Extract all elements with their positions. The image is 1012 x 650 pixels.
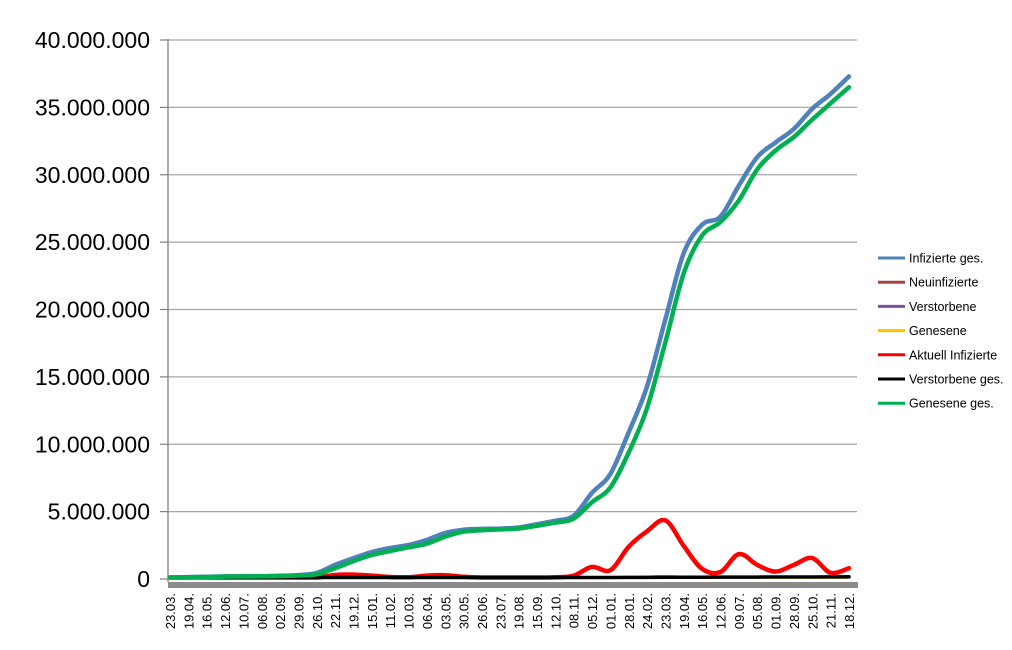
y-tick-label: 15.000.000 <box>35 364 150 390</box>
x-tick-label: 09.07. <box>732 593 747 629</box>
x-axis-band <box>168 582 858 588</box>
x-tick-label: 02.09. <box>273 593 288 629</box>
x-tick-label: 24.02. <box>640 593 655 629</box>
legend-label: Verstorbene ges. <box>909 373 1004 387</box>
legend-item-infizierte-ges: Infizierte ges. <box>878 252 983 266</box>
x-tick-label: 10.03. <box>402 593 417 629</box>
x-tick-label: 25.10. <box>805 593 820 629</box>
legend-label: Genesene ges. <box>909 397 994 411</box>
y-tick-label: 5.000.000 <box>48 499 150 525</box>
series-line-genesene-ges <box>167 84 852 580</box>
series-lines <box>167 74 852 580</box>
y-tick-label: 30.000.000 <box>35 162 150 188</box>
x-tick-label: 26.06. <box>475 593 490 629</box>
legend-item-aktuell-infizierte: Aktuell Infizierte <box>878 348 997 362</box>
x-tick-label: 19.04. <box>677 593 692 629</box>
x-axis-labels: 23.03. 19.04. 16.05. 12.06. 10.07. 06.08. 02.0… <box>163 593 857 629</box>
legend-label: Verstorbene <box>909 300 976 314</box>
x-tick-label: 15.01. <box>365 593 380 629</box>
x-tick-label: 28.01. <box>622 593 637 629</box>
x-tick-label: 03.05. <box>438 593 453 629</box>
x-tick-label: 19.08. <box>512 593 527 629</box>
legend-item-neuinfizierte: Neuinfizierte <box>878 276 979 290</box>
y-axis-labels: 0 5.000.000 10.000.000 15.000.000 20.000.000… <box>35 27 150 592</box>
x-tick-label: 23.03. <box>163 593 178 629</box>
x-tick-label: 01.09. <box>769 593 784 629</box>
y-tick-label: 40.000.000 <box>35 27 150 53</box>
x-tick-label: 22.11. <box>328 593 343 628</box>
x-tick-label: 05.08. <box>750 593 765 629</box>
x-tick-label: 10.07. <box>236 593 251 629</box>
legend-label: Infizierte ges. <box>909 252 983 266</box>
y-tick-label: 0 <box>137 566 150 592</box>
x-tick-label: 28.09. <box>787 593 802 629</box>
x-tick-label: 06.04. <box>420 593 435 629</box>
x-tick-label: 06.08. <box>255 593 270 629</box>
x-tick-label: 15.09. <box>530 593 545 629</box>
x-tick-label: 19.04. <box>181 593 196 629</box>
x-tick-label: 18.12. <box>842 593 857 629</box>
legend-label: Aktuell Infizierte <box>909 348 997 362</box>
legend-label: Neuinfizierte <box>909 276 979 290</box>
x-tick-label: 11.02. <box>383 593 398 628</box>
x-tick-label: 08.11. <box>567 593 582 628</box>
x-tick-label: 19.12. <box>347 593 362 629</box>
y-tick-label: 35.000.000 <box>35 94 150 120</box>
series-line-infizierte-ges <box>167 74 852 580</box>
x-tick-label: 12.10. <box>548 593 563 629</box>
x-tick-label: 01.01. <box>603 593 618 629</box>
x-tick-label: 29.09. <box>291 593 306 629</box>
x-tick-label: 16.05. <box>200 593 215 629</box>
x-tick-label: 23.03. <box>658 593 673 629</box>
x-tick-label: 21.11. <box>824 593 839 628</box>
x-tick-label: 16.05. <box>695 593 710 629</box>
y-tick-label: 20.000.000 <box>35 297 150 323</box>
legend-item-genesene-ges: Genesene ges. <box>878 397 994 411</box>
legend-item-verstorbene: Verstorbene <box>878 300 976 314</box>
x-tick-label: 12.06. <box>218 593 233 629</box>
x-tick-label: 12.06. <box>714 593 729 629</box>
y-tick-label: 25.000.000 <box>35 229 150 255</box>
x-tick-label: 26.10. <box>310 593 325 629</box>
legend-label: Genesene <box>909 324 967 338</box>
x-tick-label: 30.05. <box>457 593 472 629</box>
gridlines <box>160 39 857 580</box>
legend: Infizierte ges. Neuinfizierte Verstorbene G… <box>878 252 1004 411</box>
x-tick-label: 05.12. <box>585 593 600 629</box>
legend-item-genesene: Genesene <box>878 324 967 338</box>
y-tick-label: 10.000.000 <box>35 431 150 457</box>
legend-item-verstorbene-ges: Verstorbene ges. <box>878 373 1004 387</box>
x-tick-label: 23.07. <box>493 593 508 629</box>
